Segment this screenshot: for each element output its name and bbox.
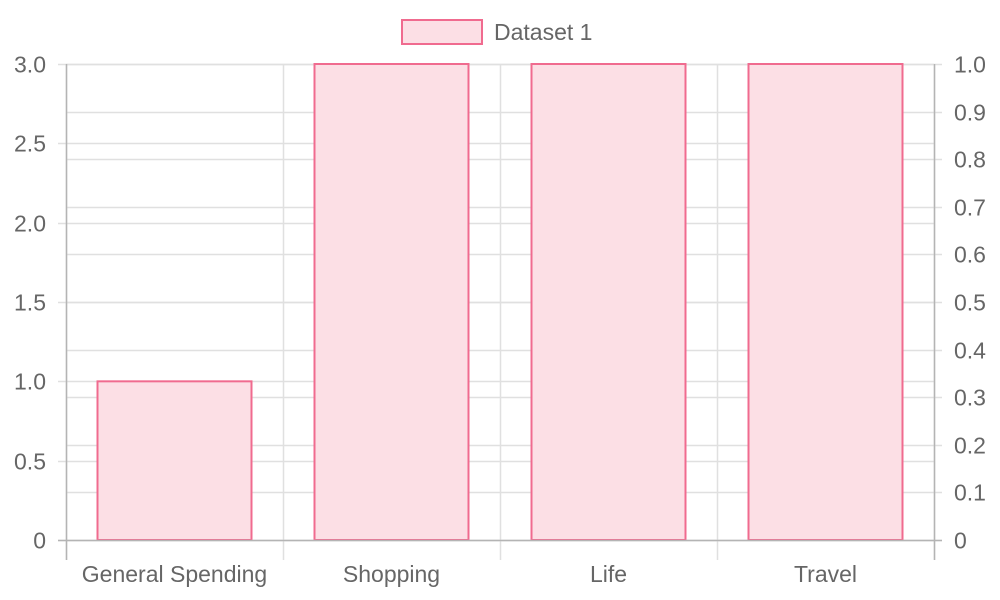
legend[interactable]: Dataset 1 — [401, 19, 592, 45]
bar-life[interactable] — [530, 63, 687, 541]
right-y-tick-label: 0.9 — [954, 100, 986, 126]
x-tick-label: General Spending — [82, 561, 267, 587]
left-y-tick-label: 2.5 — [14, 131, 46, 157]
right-y-tick-label: 0.4 — [954, 338, 986, 364]
bars — [96, 63, 904, 542]
right-y-tick-label: 0.1 — [954, 480, 986, 506]
right-y-tick-label: 0.3 — [954, 385, 986, 411]
bar-travel[interactable] — [747, 63, 904, 541]
left-y-tick-label: 0.5 — [14, 449, 46, 475]
left-y-tick-label: 1.0 — [14, 369, 46, 395]
right-y-tick-label: 0.7 — [954, 195, 986, 221]
legend-swatch[interactable] — [401, 19, 483, 45]
right-y-axis-ticks: 0 0.1 0.2 0.3 0.4 0.5 0.6 0.7 0.8 0.9 1.0 — [954, 52, 986, 554]
x-tick-label: Travel — [794, 561, 857, 587]
bar-general-spending[interactable] — [96, 380, 253, 542]
left-y-axis-ticks: 0 0.5 1.0 1.5 2.0 2.5 3.0 — [14, 52, 46, 554]
right-y-tick-label: 1.0 — [954, 52, 986, 78]
x-axis-ticks: General Spending Shopping Life Travel — [82, 561, 857, 587]
x-tick-label: Shopping — [343, 561, 440, 587]
right-y-tick-label: 0.5 — [954, 290, 986, 316]
left-y-tick-label: 1.5 — [14, 290, 46, 316]
x-tick-label: Life — [590, 561, 627, 587]
left-y-tick-label: 2.0 — [14, 211, 46, 237]
right-y-tick-label: 0.8 — [954, 147, 986, 173]
left-y-tick-label: 0 — [33, 528, 46, 554]
right-y-tick-label: 0.2 — [954, 433, 986, 459]
axes — [58, 64, 942, 560]
bar-shopping[interactable] — [313, 63, 470, 541]
legend-label[interactable]: Dataset 1 — [494, 19, 592, 45]
left-y-tick-label: 3.0 — [14, 52, 46, 78]
right-y-tick-label: 0 — [954, 528, 967, 554]
right-y-tick-label: 0.6 — [954, 242, 986, 268]
